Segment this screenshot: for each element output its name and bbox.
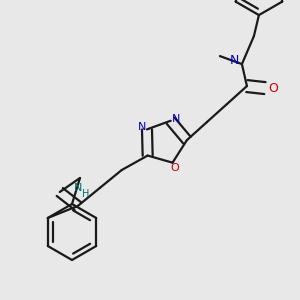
Text: O: O <box>170 163 179 173</box>
Text: N: N <box>74 183 82 193</box>
Text: N: N <box>138 122 146 132</box>
Text: O: O <box>268 82 278 94</box>
Text: N: N <box>230 54 240 67</box>
Text: H: H <box>82 189 90 199</box>
Text: N: N <box>172 114 180 124</box>
